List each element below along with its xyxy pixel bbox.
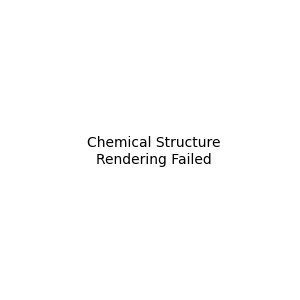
Text: Chemical Structure
Rendering Failed: Chemical Structure Rendering Failed xyxy=(87,136,220,166)
